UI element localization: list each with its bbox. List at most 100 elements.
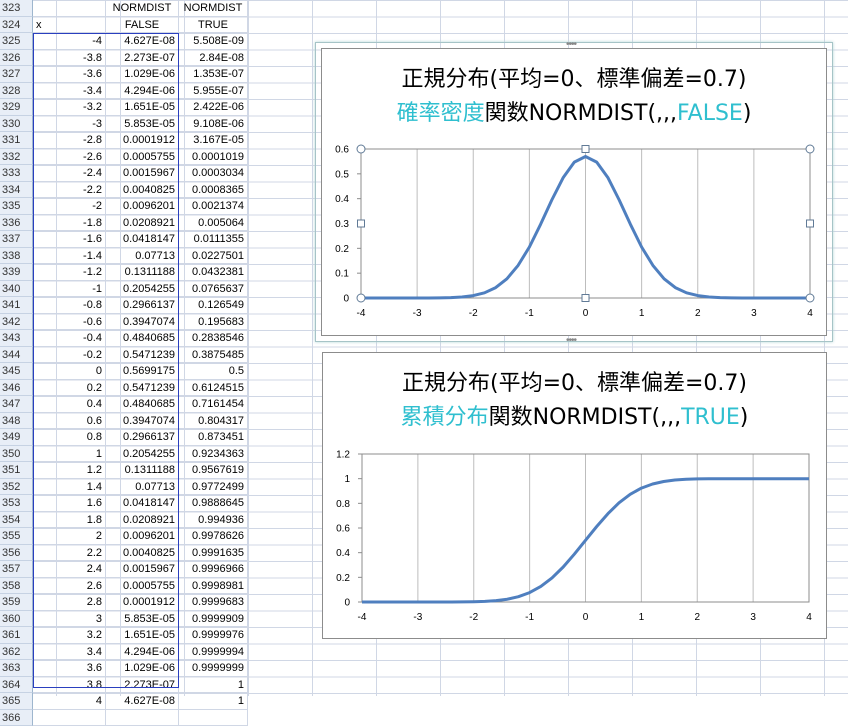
cell-a[interactable]: -1.8 bbox=[33, 215, 106, 232]
row-header[interactable]: 352 bbox=[0, 479, 33, 496]
cell-c[interactable]: 0.9999909 bbox=[179, 611, 248, 628]
cell-a[interactable]: 0.6 bbox=[33, 413, 106, 430]
cell-c[interactable]: 0.3875485 bbox=[179, 347, 248, 364]
row-header[interactable]: 363 bbox=[0, 660, 33, 677]
row-header[interactable]: 329 bbox=[0, 99, 33, 116]
cell-c[interactable]: 0.5 bbox=[179, 363, 248, 380]
cell-a[interactable]: 3 bbox=[33, 611, 106, 628]
cell-a[interactable]: 0 bbox=[33, 363, 106, 380]
row-header[interactable]: 361 bbox=[0, 627, 33, 644]
row-header[interactable]: 348 bbox=[0, 413, 33, 430]
cell-b[interactable]: 2.273E-07 bbox=[106, 50, 179, 67]
cell-b[interactable]: 0.5471239 bbox=[106, 347, 179, 364]
row-header[interactable]: 334 bbox=[0, 182, 33, 199]
cell-c[interactable]: 0.9978626 bbox=[179, 528, 248, 545]
cell-a[interactable]: 3.6 bbox=[33, 660, 106, 677]
row-header[interactable]: 345 bbox=[0, 363, 33, 380]
cell-b[interactable]: 1.651E-05 bbox=[106, 99, 179, 116]
cell-a[interactable]: 1.2 bbox=[33, 462, 106, 479]
cell-b[interactable]: 0.0418147 bbox=[106, 231, 179, 248]
row-header[interactable]: 357 bbox=[0, 561, 33, 578]
cell-a[interactable]: -3.6 bbox=[33, 66, 106, 83]
cell-c[interactable]: 0.0021374 bbox=[179, 198, 248, 215]
cell-b[interactable]: 1.029E-06 bbox=[106, 66, 179, 83]
cell-b[interactable]: 0.0001912 bbox=[106, 132, 179, 149]
cell-a[interactable]: 3.2 bbox=[33, 627, 106, 644]
row-header[interactable]: 343 bbox=[0, 330, 33, 347]
row-header[interactable]: 347 bbox=[0, 396, 33, 413]
cell-b[interactable]: 2.273E-07 bbox=[106, 677, 179, 694]
cell-a[interactable]: -2.8 bbox=[33, 132, 106, 149]
row-header[interactable]: 366 bbox=[0, 710, 33, 726]
cell-a[interactable]: 1 bbox=[33, 446, 106, 463]
row-header[interactable]: 325 bbox=[0, 33, 33, 50]
cell-b[interactable]: 0.0005755 bbox=[106, 578, 179, 595]
cell-b[interactable]: 0.0015967 bbox=[106, 561, 179, 578]
cell-c[interactable]: 0.0003034 bbox=[179, 165, 248, 182]
cell-b[interactable]: 0.4840685 bbox=[106, 396, 179, 413]
cell-c[interactable]: 0.9888645 bbox=[179, 495, 248, 512]
cell-a[interactable]: -3.2 bbox=[33, 99, 106, 116]
cell-a[interactable]: -2.4 bbox=[33, 165, 106, 182]
cell-a[interactable] bbox=[33, 710, 106, 726]
cell-b[interactable]: 5.853E-05 bbox=[106, 116, 179, 133]
cell-b[interactable]: 0.0040825 bbox=[106, 182, 179, 199]
row-header[interactable]: 341 bbox=[0, 297, 33, 314]
row-header[interactable]: 355 bbox=[0, 528, 33, 545]
cell-c[interactable]: 0.005064 bbox=[179, 215, 248, 232]
cell-a[interactable]: 0.8 bbox=[33, 429, 106, 446]
cell-a[interactable]: 0.4 bbox=[33, 396, 106, 413]
row-header[interactable]: 365 bbox=[0, 693, 33, 710]
cell-c[interactable]: TRUE bbox=[179, 17, 248, 34]
cell-c[interactable]: 0.9999999 bbox=[179, 660, 248, 677]
cell-c[interactable]: 0.9999683 bbox=[179, 594, 248, 611]
cdf-chart[interactable]: 正規分布(平均=0、標準偏差=0.7) 累積分布関数NORMDIST(,,,TR… bbox=[322, 352, 827, 639]
cell-a[interactable]: -0.6 bbox=[33, 314, 106, 331]
row-header[interactable]: 331 bbox=[0, 132, 33, 149]
cell-a[interactable]: -4 bbox=[33, 33, 106, 50]
cell-c[interactable] bbox=[179, 710, 248, 726]
cell-b[interactable]: 4.627E-08 bbox=[106, 693, 179, 710]
cell-c[interactable]: 0.9998981 bbox=[179, 578, 248, 595]
cell-a[interactable]: -0.2 bbox=[33, 347, 106, 364]
cell-b[interactable]: 0.0015967 bbox=[106, 165, 179, 182]
cell-c[interactable]: 0.0111355 bbox=[179, 231, 248, 248]
row-header[interactable]: 359 bbox=[0, 594, 33, 611]
cell-b[interactable]: 0.0005755 bbox=[106, 149, 179, 166]
cell-c[interactable]: 0.873451 bbox=[179, 429, 248, 446]
row-header[interactable]: 332 bbox=[0, 149, 33, 166]
row-header[interactable]: 338 bbox=[0, 248, 33, 265]
cell-a[interactable]: -1.6 bbox=[33, 231, 106, 248]
cell-a[interactable]: 4 bbox=[33, 693, 106, 710]
cell-b[interactable]: 0.0040825 bbox=[106, 545, 179, 562]
cell-b[interactable]: 0.5699175 bbox=[106, 363, 179, 380]
cell-b[interactable] bbox=[106, 710, 179, 726]
row-header[interactable]: 333 bbox=[0, 165, 33, 182]
cell-c[interactable]: 0.9567619 bbox=[179, 462, 248, 479]
cell-c[interactable]: 0.0227501 bbox=[179, 248, 248, 265]
row-header[interactable]: 353 bbox=[0, 495, 33, 512]
cell-c[interactable]: 0.9772499 bbox=[179, 479, 248, 496]
row-header[interactable]: 324 bbox=[0, 17, 33, 34]
cell-c[interactable]: 0.9999994 bbox=[179, 644, 248, 661]
cell-c[interactable]: 9.108E-06 bbox=[179, 116, 248, 133]
cell-a[interactable]: -3.8 bbox=[33, 50, 106, 67]
cell-c[interactable]: 2.422E-06 bbox=[179, 99, 248, 116]
cell-c[interactable]: 0.0008365 bbox=[179, 182, 248, 199]
cell-a[interactable]: 0.2 bbox=[33, 380, 106, 397]
cell-a[interactable]: -1.4 bbox=[33, 248, 106, 265]
cell-a[interactable]: x bbox=[33, 17, 106, 34]
cell-a[interactable]: -2.2 bbox=[33, 182, 106, 199]
cell-b[interactable]: 0.3947074 bbox=[106, 413, 179, 430]
cell-b[interactable]: 0.1311188 bbox=[106, 264, 179, 281]
cell-b[interactable]: 0.0096201 bbox=[106, 198, 179, 215]
cell-a[interactable]: 1.8 bbox=[33, 512, 106, 529]
row-header[interactable]: 340 bbox=[0, 281, 33, 298]
cell-b[interactable]: 0.2054255 bbox=[106, 281, 179, 298]
row-header[interactable]: 337 bbox=[0, 231, 33, 248]
pdf-chart[interactable]: 正規分布(平均=0、標準偏差=0.7) 確率密度関数NORMDIST(,,,FA… bbox=[321, 48, 827, 336]
cell-c[interactable]: 1 bbox=[179, 677, 248, 694]
cell-b[interactable]: FALSE bbox=[106, 17, 179, 34]
cell-b[interactable]: 0.0096201 bbox=[106, 528, 179, 545]
cell-a[interactable] bbox=[33, 0, 106, 17]
